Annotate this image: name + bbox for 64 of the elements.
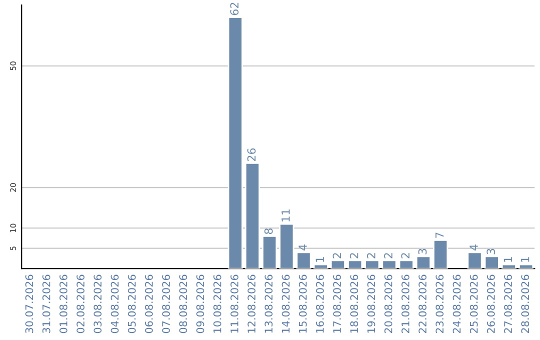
x-tick-label: 24.08.2026 bbox=[452, 274, 461, 334]
data-label: 4 bbox=[298, 244, 307, 250]
data-label: 1 bbox=[521, 257, 530, 262]
data-label: 8 bbox=[264, 228, 273, 234]
x-tick-label: 01.08.2026 bbox=[59, 274, 68, 334]
data-label: 2 bbox=[401, 253, 410, 258]
x-tick-label: 27.08.2026 bbox=[504, 274, 512, 334]
x-tick-label: 28.08.2026 bbox=[521, 274, 530, 334]
x-tick-label: 03.08.2026 bbox=[94, 274, 102, 334]
x-tick-label: 15.08.2026 bbox=[298, 274, 307, 333]
x-tick-label: 04.08.2026 bbox=[110, 274, 119, 334]
x-tick-label: 02.08.2026 bbox=[76, 274, 84, 334]
x-tick-label: 06.08.2026 bbox=[144, 274, 153, 334]
data-label: 1 bbox=[316, 257, 324, 262]
x-tick-label: 18.08.2026 bbox=[350, 274, 358, 333]
bar bbox=[382, 260, 397, 269]
bar bbox=[296, 252, 312, 269]
x-tick-label: 26.08.2026 bbox=[486, 274, 495, 334]
bar bbox=[244, 162, 260, 269]
x-tick-label: 09.08.2026 bbox=[196, 274, 204, 334]
data-label: 7 bbox=[436, 232, 444, 238]
bar bbox=[433, 240, 448, 269]
x-tick-label: 19.08.2026 bbox=[367, 274, 376, 333]
data-label: 3 bbox=[418, 248, 427, 254]
x-tick-label: 12.08.2026 bbox=[248, 274, 256, 333]
x-tick-label: 13.08.2026 bbox=[264, 274, 273, 333]
bar bbox=[279, 223, 294, 269]
x-tick-label: 21.08.2026 bbox=[401, 274, 410, 334]
x-tick-label: 10.08.2026 bbox=[213, 274, 222, 333]
data-label: 3 bbox=[486, 248, 496, 254]
bar bbox=[313, 264, 328, 269]
bar bbox=[228, 16, 243, 269]
x-tick-label: 25.08.2026 bbox=[470, 274, 478, 334]
bar bbox=[348, 260, 363, 269]
bar bbox=[330, 260, 346, 269]
bar bbox=[484, 256, 500, 269]
bar bbox=[518, 264, 534, 269]
data-label: 2 bbox=[366, 253, 376, 258]
x-tick-label: 23.08.2026 bbox=[436, 274, 444, 334]
x-tick-label: 30.07.2026 bbox=[25, 274, 34, 334]
bar bbox=[398, 260, 414, 269]
x-tick-label: 31.07.2026 bbox=[42, 274, 50, 334]
data-label: 62 bbox=[230, 2, 239, 16]
data-label: 2 bbox=[384, 253, 392, 258]
x-tick-label: 20.08.2026 bbox=[384, 274, 392, 334]
x-tick-label: 08.08.2026 bbox=[179, 274, 188, 334]
x-tick-label: 22.08.2026 bbox=[418, 274, 426, 334]
data-label: 1 bbox=[504, 257, 512, 262]
bar bbox=[262, 235, 278, 269]
bar bbox=[364, 260, 380, 269]
bar bbox=[416, 256, 431, 269]
data-label: 2 bbox=[332, 253, 342, 258]
x-tick-label: 05.08.2026 bbox=[128, 274, 136, 334]
x-tick-label: 11.08.2026 bbox=[230, 274, 238, 333]
bar bbox=[467, 252, 482, 269]
x-tick-label: 17.08.2026 bbox=[333, 274, 341, 333]
data-label: 2 bbox=[350, 253, 358, 258]
data-label: 4 bbox=[470, 244, 478, 250]
x-tick-label: 07.08.2026 bbox=[162, 274, 170, 334]
bar bbox=[501, 264, 516, 269]
x-tick-label: 16.08.2026 bbox=[316, 274, 324, 333]
x-tick-label: 14.08.2026 bbox=[282, 274, 290, 333]
data-label: 11 bbox=[282, 210, 290, 222]
data-label: 26 bbox=[247, 148, 256, 161]
